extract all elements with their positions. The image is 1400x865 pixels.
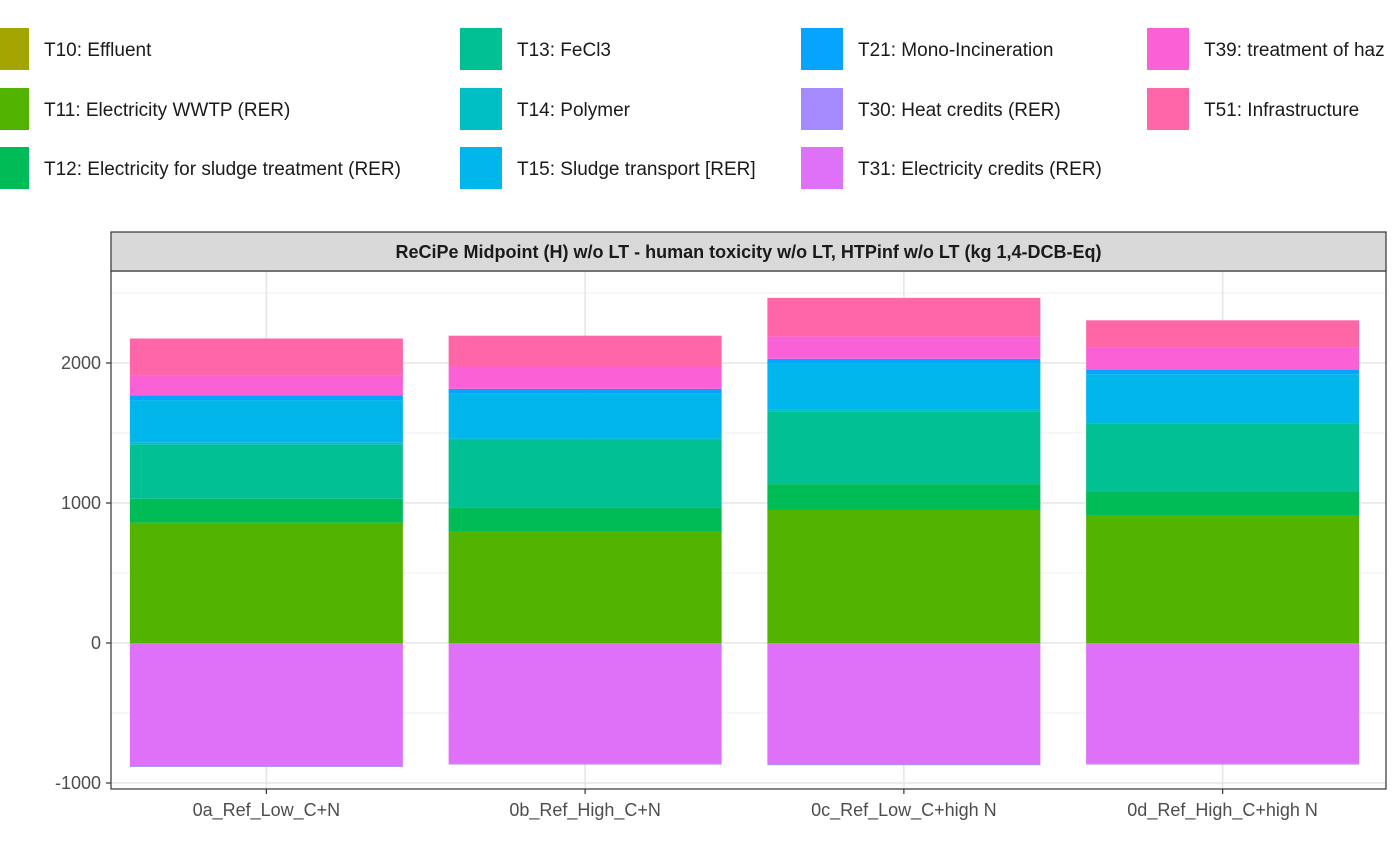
bars bbox=[129, 297, 1360, 767]
bar-segment bbox=[448, 393, 722, 439]
bar-segment bbox=[767, 297, 1041, 337]
bar-segment bbox=[1086, 370, 1360, 375]
facet-strip: ReCiPe Midpoint (H) w/o LT - human toxic… bbox=[110, 231, 1387, 272]
bar-segment bbox=[767, 764, 1041, 766]
legend-swatch bbox=[1147, 28, 1189, 70]
bar-segment bbox=[129, 643, 403, 766]
bar-segment bbox=[129, 444, 403, 499]
legend-label: T31: Electricity credits (RER) bbox=[858, 159, 1102, 180]
bar-stack bbox=[1086, 320, 1360, 765]
bar-segment bbox=[129, 522, 403, 643]
bar-stack bbox=[448, 335, 722, 765]
legend-swatch bbox=[801, 147, 843, 189]
legend-item: T31: Electricity credits (RER) bbox=[801, 147, 1102, 189]
legend-label: T13: FeCl3 bbox=[517, 40, 611, 61]
legend-swatch bbox=[0, 28, 29, 70]
legend-swatch bbox=[1147, 88, 1189, 130]
legend-item: T11: Electricity WWTP (RER) bbox=[0, 88, 290, 130]
bar-segment bbox=[1086, 347, 1360, 370]
bar-segment bbox=[129, 395, 403, 401]
bar-segment bbox=[1086, 643, 1360, 764]
chart-panel bbox=[110, 270, 1387, 790]
bar-segment bbox=[767, 363, 1041, 410]
legend-label: T39: treatment of haz bbox=[1204, 40, 1385, 61]
bar-segment bbox=[767, 411, 1041, 485]
y-tick-label: -1000 bbox=[55, 773, 101, 793]
legend-label: T21: Mono-Incineration bbox=[858, 40, 1053, 61]
legend-item: T30: Heat credits (RER) bbox=[801, 88, 1061, 130]
bar-segment bbox=[1086, 320, 1360, 348]
x-tick-label: 0c_Ref_Low_C+high N bbox=[811, 800, 997, 821]
y-tick-label: 1000 bbox=[61, 493, 101, 513]
legend: T10: Effluent T11: Electricity WWTP (RER)… bbox=[0, 28, 1385, 189]
bar-segment bbox=[767, 510, 1041, 643]
bar-segment bbox=[129, 442, 403, 445]
y-tick-label: 0 bbox=[91, 633, 101, 653]
legend-item: T51: Infrastructure bbox=[1147, 88, 1359, 130]
bar-segment bbox=[448, 643, 722, 764]
legend-item: T21: Mono-Incineration bbox=[801, 28, 1053, 70]
legend-label: T14: Polymer bbox=[517, 100, 631, 121]
bar-segment bbox=[448, 438, 722, 440]
bar-segment bbox=[767, 358, 1041, 363]
x-tick-label: 0a_Ref_Low_C+N bbox=[193, 800, 341, 821]
legend-label: T11: Electricity WWTP (RER) bbox=[44, 100, 290, 121]
bar-segment bbox=[448, 335, 722, 367]
bar-segment bbox=[448, 366, 722, 389]
legend-swatch bbox=[801, 88, 843, 130]
x-tick-label: 0b_Ref_High_C+N bbox=[509, 800, 661, 821]
legend-label: T15: Sludge transport [RER] bbox=[517, 159, 756, 180]
legend-swatch bbox=[0, 147, 29, 189]
legend-item: T15: Sludge transport [RER] bbox=[460, 147, 756, 189]
legend-swatch bbox=[460, 147, 502, 189]
bar-segment bbox=[129, 338, 403, 376]
bar-segment bbox=[129, 765, 403, 767]
legend-item: T10: Effluent bbox=[0, 28, 152, 70]
legend-swatch bbox=[460, 28, 502, 70]
bar-segment bbox=[767, 336, 1041, 359]
bar-stack bbox=[129, 338, 403, 767]
legend-swatch bbox=[801, 28, 843, 70]
x-axis: 0a_Ref_Low_C+N 0b_Ref_High_C+N 0c_Ref_Low_… bbox=[193, 789, 1318, 821]
bar-segment bbox=[448, 388, 722, 394]
x-tick-label: 0d_Ref_High_C+high N bbox=[1127, 800, 1318, 821]
legend-label: T30: Heat credits (RER) bbox=[858, 100, 1061, 121]
legend-item: T39: treatment of haz bbox=[1147, 28, 1385, 70]
bar-segment bbox=[129, 498, 403, 523]
bar-segment bbox=[129, 400, 403, 443]
bar-segment bbox=[448, 763, 722, 765]
bar-segment bbox=[448, 531, 722, 643]
bar-segment bbox=[1086, 374, 1360, 423]
bar-segment bbox=[448, 440, 722, 508]
legend-label: T10: Effluent bbox=[44, 40, 152, 61]
bar-segment bbox=[767, 643, 1041, 765]
legend-item: T14: Polymer bbox=[460, 88, 631, 130]
legend-swatch bbox=[460, 88, 502, 130]
legend-label: T51: Infrastructure bbox=[1204, 100, 1359, 121]
bar-segment bbox=[1086, 491, 1360, 516]
bar-segment bbox=[767, 484, 1041, 510]
bar-segment bbox=[1086, 515, 1360, 643]
y-axis: -1000 0 1000 2000 bbox=[55, 353, 111, 793]
legend-swatch bbox=[0, 88, 29, 130]
bar-stack bbox=[767, 297, 1041, 766]
legend-item: T13: FeCl3 bbox=[460, 28, 611, 70]
facet-strip-title: ReCiPe Midpoint (H) w/o LT - human toxic… bbox=[396, 242, 1102, 262]
y-tick-label: 2000 bbox=[61, 353, 101, 373]
bar-segment bbox=[767, 409, 1041, 412]
bar-segment bbox=[1086, 763, 1360, 765]
bar-segment bbox=[1086, 422, 1360, 424]
bar-segment bbox=[1086, 423, 1360, 492]
bar-segment bbox=[129, 375, 403, 396]
legend-item: T12: Electricity for sludge treatment (R… bbox=[0, 147, 401, 189]
facet-strip-background bbox=[110, 231, 1387, 272]
legend-label: T12: Electricity for sludge treatment (R… bbox=[44, 159, 401, 180]
bar-segment bbox=[448, 507, 722, 531]
